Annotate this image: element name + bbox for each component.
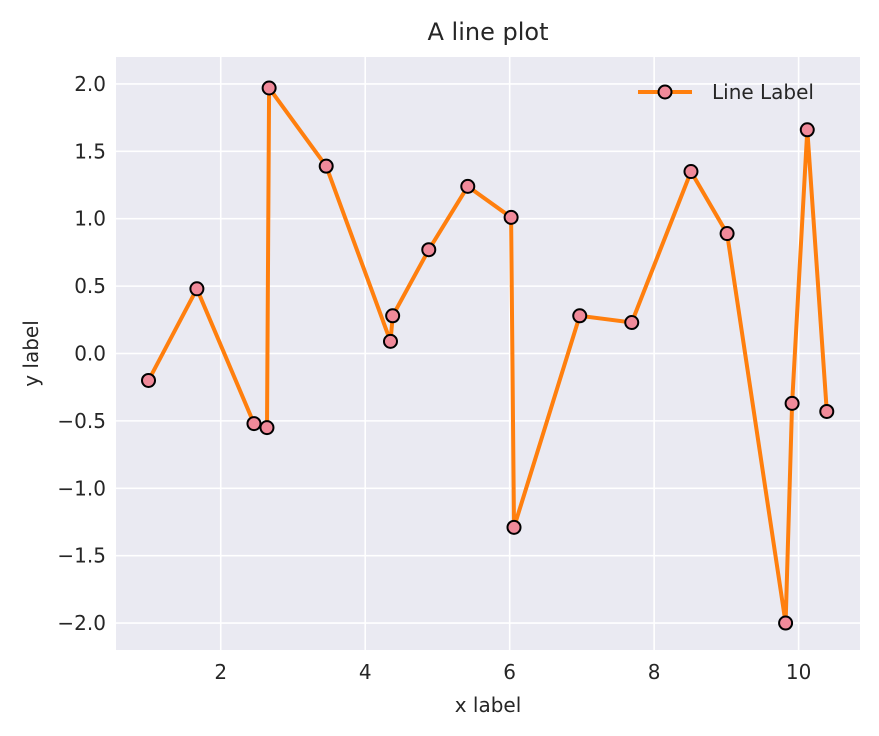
y-tick-label: 0.5 — [74, 274, 106, 298]
legend-label: Line Label — [712, 80, 814, 104]
chart-title: A line plot — [428, 18, 549, 46]
data-point — [683, 164, 699, 180]
tick-labels: 2 4 6 8 10 −2.0 −1.5 −1.0 −0.5 0.0 0.5 1.0 1.5 2.0 — [57, 72, 811, 684]
y-tick-label: −0.5 — [57, 409, 106, 433]
y-tick-label: 0.0 — [74, 342, 106, 366]
data-point — [261, 80, 277, 96]
x-axis-label: x label — [455, 693, 522, 717]
data-point — [259, 420, 275, 436]
data-point — [385, 308, 401, 324]
data-point — [624, 315, 640, 331]
y-axis-label: y label — [19, 320, 43, 387]
y-tick-label: −1.5 — [57, 544, 106, 568]
legend: Line Label — [638, 80, 814, 104]
series-line — [146, 81, 829, 624]
data-point — [189, 281, 205, 297]
data-point — [784, 395, 800, 411]
data-point — [421, 242, 437, 258]
y-tick-label: 2.0 — [74, 72, 106, 96]
y-tick-label: 1.5 — [74, 139, 106, 163]
y-tick-label: −1.0 — [57, 476, 106, 500]
y-tick-label: −2.0 — [57, 611, 106, 635]
data-point — [503, 209, 519, 225]
data-point — [246, 416, 262, 432]
data-point — [819, 403, 835, 419]
x-tick-label: 2 — [214, 660, 227, 684]
data-point — [799, 122, 815, 138]
y-tick-label: 1.0 — [74, 207, 106, 231]
x-tick-label: 8 — [648, 660, 661, 684]
data-point — [719, 226, 735, 242]
legend-marker-swatch — [657, 84, 673, 100]
data-point — [778, 615, 794, 631]
x-tick-label: 6 — [503, 660, 516, 684]
series-layer — [141, 80, 835, 631]
x-tick-label: 4 — [359, 660, 372, 684]
data-point — [506, 519, 522, 535]
data-point — [141, 372, 157, 388]
x-tick-label: 10 — [786, 660, 811, 684]
data-point — [572, 308, 588, 324]
data-point — [460, 178, 476, 194]
data-point — [318, 158, 334, 174]
data-point — [382, 333, 398, 349]
